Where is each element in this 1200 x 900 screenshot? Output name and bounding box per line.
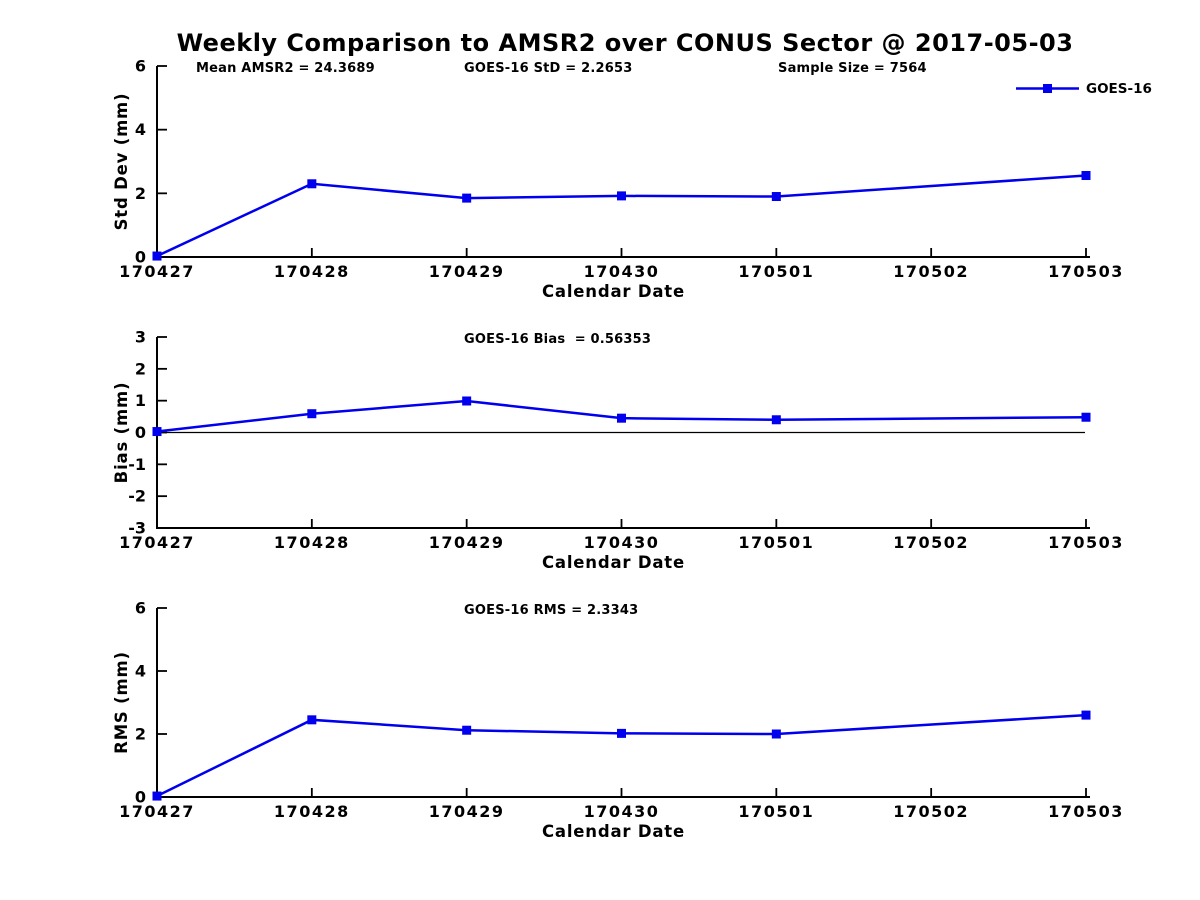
y-tick-label: 2 [135, 184, 146, 203]
x-tick-label: 170430 [584, 533, 660, 552]
data-point-marker [771, 729, 781, 739]
y-tick-label: 4 [135, 120, 146, 139]
data-point-marker [462, 725, 472, 735]
x-tick-label: 170501 [738, 262, 814, 281]
data-point-marker [1081, 412, 1091, 422]
x-tick-label: 170429 [429, 262, 505, 281]
data-point-marker [617, 191, 626, 201]
x-tick-label: 170501 [738, 802, 814, 821]
x-tick-label: 170503 [1048, 802, 1124, 821]
y-tick-label: 0 [135, 788, 146, 807]
x-tick-label: 170428 [274, 533, 350, 552]
series-line [156, 174, 1087, 258]
data-point-marker [307, 179, 317, 189]
data-point-marker [771, 192, 781, 202]
y-axis-title: Bias (mm) [112, 382, 131, 484]
y-tick-label: 3 [135, 328, 146, 347]
x-tick-label: 170427 [119, 533, 195, 552]
data-point-marker [617, 728, 626, 738]
x-tick-label: 170502 [893, 533, 969, 552]
y-tick-label: 6 [135, 599, 146, 618]
x-tick-label: 170429 [429, 533, 505, 552]
x-axis-title: Calendar Date [542, 822, 685, 841]
x-tick-label: 170502 [893, 262, 969, 281]
y-tick-label: -1 [128, 455, 146, 474]
data-point-marker [1081, 710, 1091, 720]
annotation: GOES-16 Bias = 0.56353 [464, 332, 651, 347]
y-axis-title: Std Dev (mm) [112, 93, 131, 231]
data-point-marker [462, 193, 472, 203]
y-tick-label: 2 [135, 725, 146, 744]
legend-marker [1043, 84, 1052, 93]
annotation: GOES-16 StD = 2.2653 [464, 61, 632, 76]
series-line [156, 713, 1087, 798]
x-tick-label: 170502 [893, 802, 969, 821]
data-point-marker [771, 415, 781, 425]
x-tick-label: 170428 [274, 262, 350, 281]
data-point-marker [152, 427, 162, 437]
y-tick-label: 1 [135, 391, 146, 410]
y-tick-label: 4 [135, 662, 146, 681]
series-line [156, 399, 1087, 433]
x-tick-label: 170503 [1048, 262, 1124, 281]
annotation: Mean AMSR2 = 24.3689 [196, 61, 375, 76]
x-tick-label: 170430 [584, 262, 660, 281]
x-axis-title: Calendar Date [542, 282, 685, 301]
y-axis-title: RMS (mm) [112, 651, 131, 754]
x-tick-label: 170430 [584, 802, 660, 821]
x-tick-label: 170427 [119, 802, 195, 821]
legend-label: GOES-16 [1086, 81, 1152, 97]
y-tick-label: 6 [135, 57, 146, 76]
data-point-marker [617, 413, 626, 423]
data-point-marker [152, 791, 162, 801]
data-point-marker [462, 396, 472, 406]
x-tick-label: 170429 [429, 802, 505, 821]
data-point-marker [152, 251, 162, 261]
y-tick-label: 2 [135, 359, 146, 378]
data-point-marker [307, 715, 317, 725]
x-tick-label: 170427 [119, 262, 195, 281]
y-tick-label: 0 [135, 423, 146, 442]
figure-title: Weekly Comparison to AMSR2 over CONUS Se… [176, 29, 1074, 57]
annotation: Sample Size = 7564 [778, 61, 927, 76]
data-point-marker [1081, 171, 1091, 181]
data-point-marker [307, 409, 317, 419]
y-tick-label: -3 [128, 519, 146, 538]
y-tick-label: -2 [128, 487, 146, 506]
x-tick-label: 170503 [1048, 533, 1124, 552]
x-tick-label: 170428 [274, 802, 350, 821]
annotation: GOES-16 RMS = 2.3343 [464, 603, 638, 618]
x-axis-title: Calendar Date [542, 553, 685, 572]
y-tick-label: 0 [135, 248, 146, 267]
x-tick-label: 170501 [738, 533, 814, 552]
